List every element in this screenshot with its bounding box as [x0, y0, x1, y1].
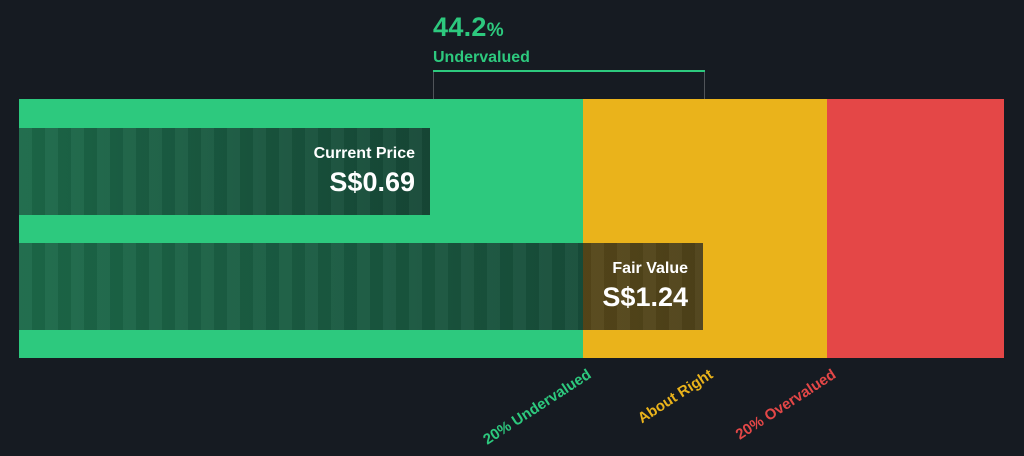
valuation-summary: 44.2% Undervalued — [433, 12, 530, 67]
axis-label-20pct-undervalued: 20% Undervalued — [480, 366, 595, 449]
current-price-value: S$0.69 — [329, 167, 415, 198]
discount-percentage-number: 44.2 — [433, 12, 487, 42]
axis-label-20pct-overvalued: 20% Overvalued — [732, 366, 840, 444]
current-price-bar[interactable]: Current Price S$0.69 — [19, 128, 430, 215]
current-price-label: Current Price — [313, 144, 415, 162]
axis-label-about-right: About Right — [635, 366, 717, 427]
zone-overvalued[interactable] — [827, 99, 1004, 358]
fair-value-value: S$1.24 — [602, 282, 688, 313]
valuation-status-label: Undervalued — [433, 48, 530, 66]
valuation-bracket-line — [433, 70, 705, 72]
fair-value-bar[interactable]: Fair Value S$1.24 — [19, 243, 703, 330]
fair-value-label: Fair Value — [612, 259, 688, 277]
percent-sign-suffix: % — [486, 20, 504, 41]
discount-percentage: 44.2% — [433, 12, 530, 43]
